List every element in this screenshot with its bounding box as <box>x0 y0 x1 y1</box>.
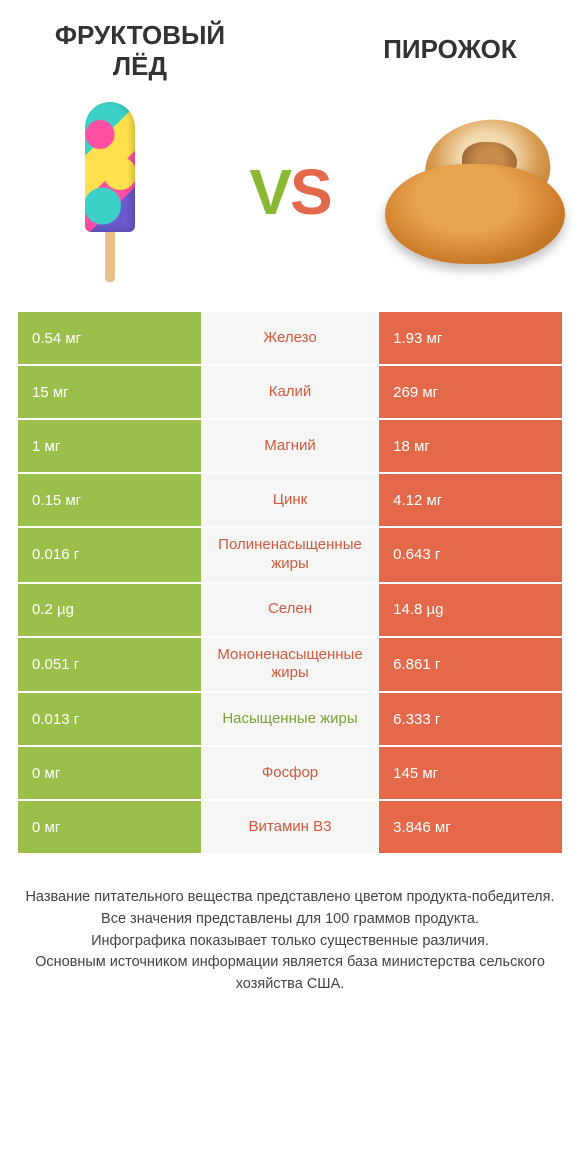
footer-line-3: Инфографика показывает только существенн… <box>22 931 558 953</box>
footer-line-1: Название питательного вещества представл… <box>22 887 558 909</box>
table-row: 15 мгКалий269 мг <box>18 364 562 418</box>
nutrient-label: Калий <box>201 366 379 418</box>
right-product-image <box>380 92 560 292</box>
footer-line-4: Основным источником информации является … <box>22 952 558 996</box>
pirozhok-icon <box>380 112 560 272</box>
vs-row: VS <box>0 82 580 312</box>
right-value: 145 мг <box>379 747 562 799</box>
right-value: 14.8 µg <box>379 584 562 636</box>
table-row: 0.016 гПолиненасыщенные жиры0.643 г <box>18 526 562 582</box>
table-row: 0.051 гМононенасыщенные жиры6.861 г <box>18 636 562 692</box>
vs-v: V <box>249 156 290 228</box>
nutrient-label: Селен <box>201 584 379 636</box>
nutrient-label: Мононенасыщенные жиры <box>201 638 379 692</box>
right-value: 0.643 г <box>379 528 562 582</box>
left-value: 0.2 µg <box>18 584 201 636</box>
table-row: 0.013 гНасыщенные жиры6.333 г <box>18 691 562 745</box>
left-value: 15 мг <box>18 366 201 418</box>
left-value: 0 мг <box>18 747 201 799</box>
table-row: 0 мгФосфор145 мг <box>18 745 562 799</box>
left-product-image <box>20 92 200 292</box>
right-value: 269 мг <box>379 366 562 418</box>
right-value: 1.93 мг <box>379 312 562 364</box>
header: ФРУКТОВЫЙ ЛЁД ПИРОЖОК <box>0 0 580 82</box>
nutrient-label: Магний <box>201 420 379 472</box>
footer-line-2: Все значения представлены для 100 граммо… <box>22 909 558 931</box>
vs-label: VS <box>249 155 330 229</box>
table-row: 0.54 мгЖелезо1.93 мг <box>18 312 562 364</box>
nutrient-label: Полиненасыщенные жиры <box>201 528 379 582</box>
right-value: 4.12 мг <box>379 474 562 526</box>
table-row: 1 мгМагний18 мг <box>18 418 562 472</box>
left-value: 0.15 мг <box>18 474 201 526</box>
left-value: 0 мг <box>18 801 201 853</box>
popsicle-icon <box>75 102 145 282</box>
right-value: 6.861 г <box>379 638 562 692</box>
left-value: 0.54 мг <box>18 312 201 364</box>
left-value: 1 мг <box>18 420 201 472</box>
comparison-table: 0.54 мгЖелезо1.93 мг15 мгКалий269 мг1 мг… <box>0 312 580 853</box>
left-value: 0.016 г <box>18 528 201 582</box>
table-row: 0 мгВитамин B33.846 мг <box>18 799 562 853</box>
right-value: 6.333 г <box>379 693 562 745</box>
right-value: 3.846 мг <box>379 801 562 853</box>
table-row: 0.15 мгЦинк4.12 мг <box>18 472 562 526</box>
left-value: 0.051 г <box>18 638 201 692</box>
right-value: 18 мг <box>379 420 562 472</box>
nutrient-label: Цинк <box>201 474 379 526</box>
nutrient-label: Фосфор <box>201 747 379 799</box>
nutrient-label: Железо <box>201 312 379 364</box>
right-product-title: ПИРОЖОК <box>350 20 550 65</box>
nutrient-label: Насыщенные жиры <box>201 693 379 745</box>
footer-notes: Название питательного вещества представл… <box>0 853 580 996</box>
left-product-title: ФРУКТОВЫЙ ЛЁД <box>30 20 250 82</box>
nutrient-label: Витамин B3 <box>201 801 379 853</box>
left-value: 0.013 г <box>18 693 201 745</box>
table-row: 0.2 µgСелен14.8 µg <box>18 582 562 636</box>
vs-s: S <box>290 156 331 228</box>
